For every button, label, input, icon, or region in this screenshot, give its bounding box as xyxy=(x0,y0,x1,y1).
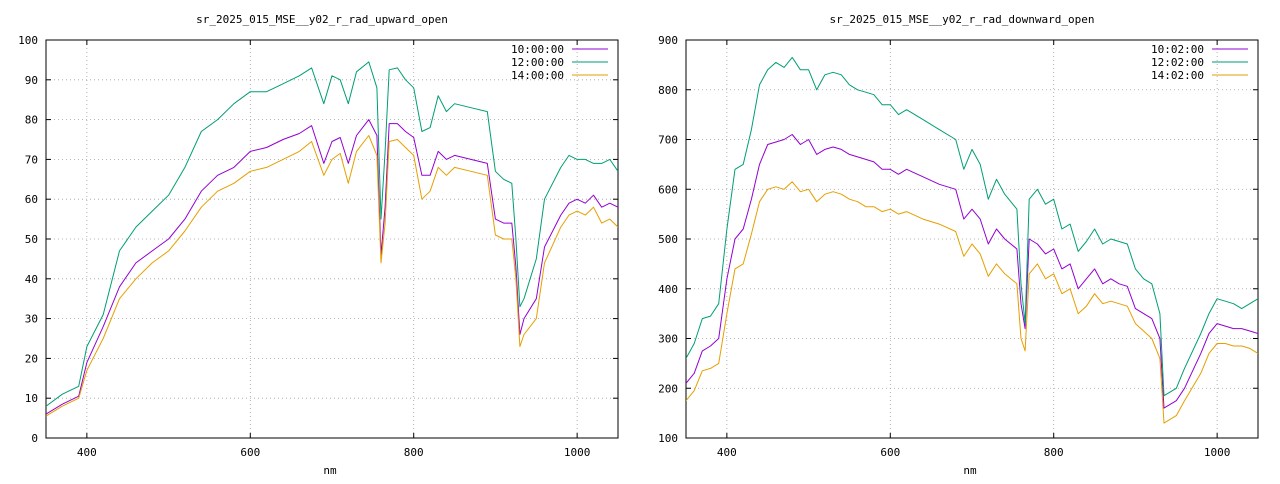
x-tick-label: 800 xyxy=(1044,446,1064,459)
legend-label: 10:00:00 xyxy=(511,43,564,56)
y-tick-label: 400 xyxy=(658,283,678,296)
y-tick-label: 20 xyxy=(25,352,38,365)
series-line-100000 xyxy=(46,119,618,415)
y-tick-label: 200 xyxy=(658,382,678,395)
chart-1: 0 10 20 30 40 50 60 70 80 90 100 400 600 800 1000 sr_20… xyxy=(18,13,619,477)
y-tick-label: 100 xyxy=(658,432,678,445)
series-line-100200 xyxy=(686,134,1258,409)
legend-label: 12:02:00 xyxy=(1151,56,1204,69)
y-tick-label: 0 xyxy=(31,432,38,445)
y-tick-label: 60 xyxy=(25,193,38,206)
plot-frame xyxy=(45,39,619,439)
legend-label: 14:02:00 xyxy=(1151,69,1204,82)
y-tick-label: 90 xyxy=(25,74,38,87)
legend-label: 14:00:00 xyxy=(511,69,564,82)
chart-title: sr_2025_015_MSE__y02_r_rad_downward_open xyxy=(830,13,1095,26)
y-tick-label: 900 xyxy=(658,34,678,47)
series-line-120000 xyxy=(46,61,618,407)
series-line-120200 xyxy=(686,56,1258,397)
series-line-140000 xyxy=(46,135,618,417)
y-tick-label: 700 xyxy=(658,134,678,147)
y-tick-label: 800 xyxy=(658,84,678,97)
x-tick-label: 800 xyxy=(404,446,424,459)
y-tick-label: 40 xyxy=(25,273,38,286)
x-tick-label: 600 xyxy=(880,446,900,459)
chart-title: sr_2025_015_MSE__y02_r_rad_upward_open xyxy=(196,13,448,26)
x-tick-label: 1000 xyxy=(1204,446,1231,459)
legend-label: 12:00:00 xyxy=(511,56,564,69)
y-tick-label: 30 xyxy=(25,313,38,326)
series-line-140200 xyxy=(686,181,1258,424)
plot-frame xyxy=(685,39,1259,439)
y-tick-label: 300 xyxy=(658,333,678,346)
y-tick-label: 10 xyxy=(25,392,38,405)
x-tick-label: 400 xyxy=(77,446,97,459)
chart-2: 100 200 300 400 500 600 700 800 900 400 600 800 1000… xyxy=(658,13,1259,477)
x-tick-label: 600 xyxy=(240,446,260,459)
y-tick-label: 600 xyxy=(658,183,678,196)
legend-label: 10:02:00 xyxy=(1151,43,1204,56)
x-axis-label: nm xyxy=(963,464,977,477)
y-tick-label: 70 xyxy=(25,153,38,166)
x-tick-label: 400 xyxy=(717,446,737,459)
y-tick-label: 80 xyxy=(25,114,38,127)
x-tick-label: 1000 xyxy=(564,446,591,459)
x-axis-label: nm xyxy=(323,464,337,477)
y-tick-label: 100 xyxy=(18,34,38,47)
y-tick-label: 50 xyxy=(25,233,38,246)
y-tick-label: 500 xyxy=(658,233,678,246)
